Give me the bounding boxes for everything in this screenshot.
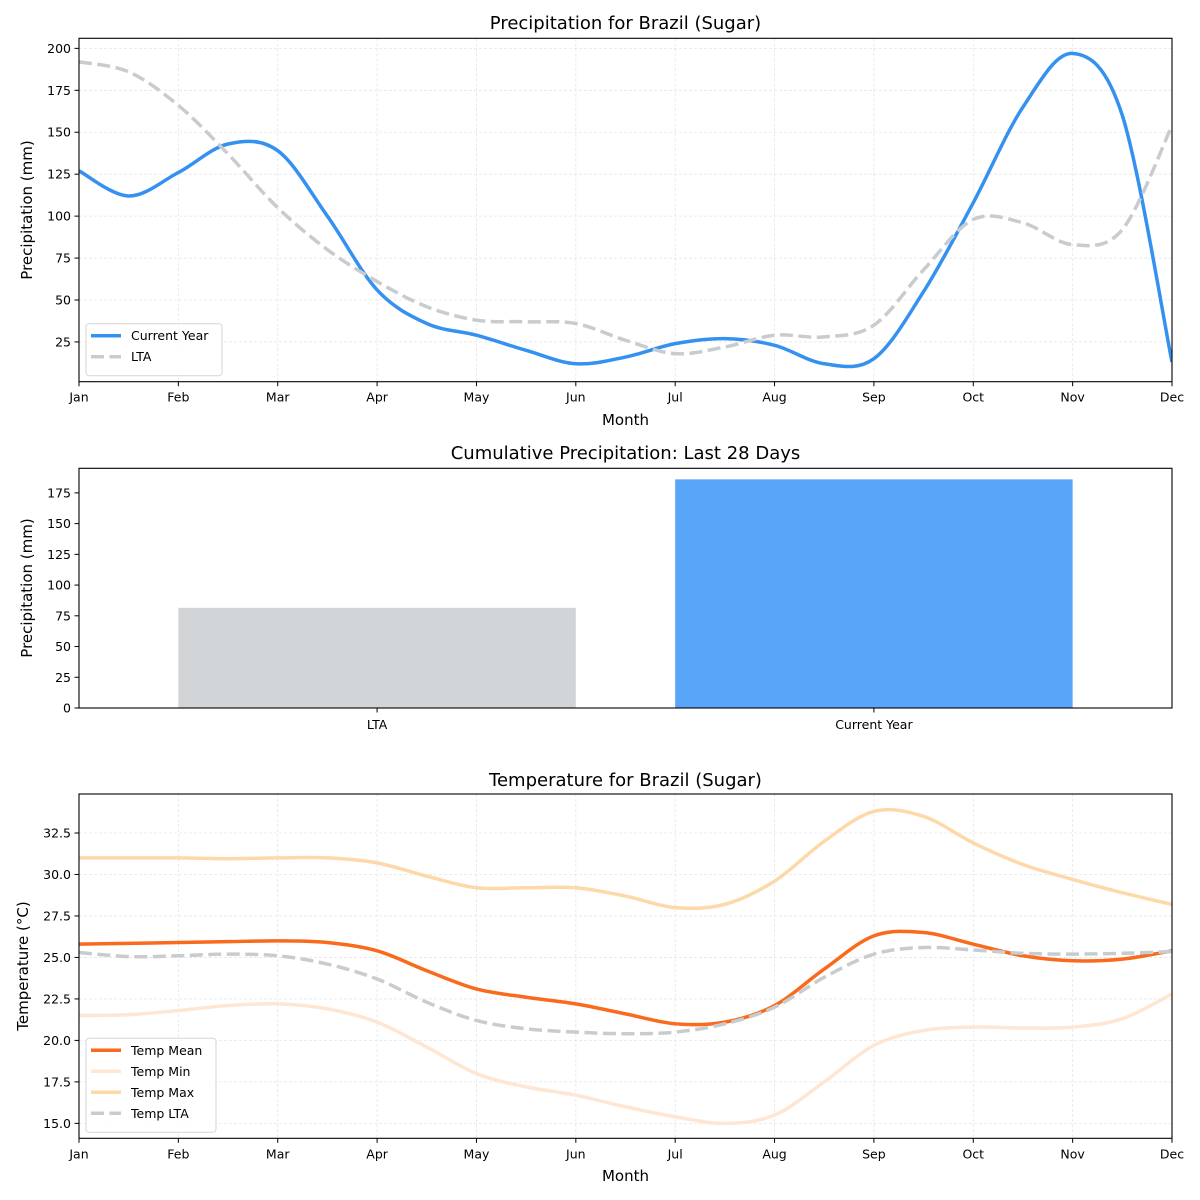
- y-tick-label: 17.5: [43, 1074, 71, 1089]
- bar-current-year: [675, 479, 1073, 708]
- cumulative-bar-chart: Cumulative Precipitation: Last 28 Days P…: [18, 443, 1173, 732]
- series-line-temp-mean: [79, 929, 1172, 1027]
- x-tick-label: Nov: [1060, 390, 1085, 405]
- y-tick-label: 32.5: [43, 825, 71, 840]
- x-tick-label: May: [464, 390, 490, 405]
- x-tick-label: Apr: [366, 390, 388, 405]
- legend-box: [85, 1037, 217, 1133]
- y-tick-label: 200: [47, 41, 71, 56]
- y-tick-label: 175: [47, 83, 71, 98]
- x-tick-label: Jun: [565, 390, 586, 405]
- y-tick-label: 100: [47, 578, 71, 593]
- legend-label: Current Year: [131, 328, 209, 343]
- x-tick-label: Jan: [68, 390, 88, 405]
- precipitation-line-chart: Precipitation for Brazil (Sugar) Month P…: [18, 13, 1184, 429]
- y-tick-label: 150: [47, 125, 71, 140]
- x-tick-label: Aug: [762, 390, 786, 405]
- y-tick-label: 30.0: [43, 867, 71, 882]
- plot-frame: [78, 37, 1173, 383]
- x-tick-label: LTA: [367, 717, 388, 732]
- x-tick-label: Mar: [266, 390, 290, 405]
- x-tick-label: Jan: [68, 1146, 88, 1161]
- y-tick-label: 150: [47, 516, 71, 531]
- y-tick-label: 15.0: [43, 1116, 71, 1131]
- x-tick-label: Mar: [266, 1146, 290, 1161]
- series-line-current-year: [79, 51, 1172, 369]
- legend-label: Temp Mean: [130, 1043, 202, 1058]
- y-axis-label: Precipitation (mm): [18, 518, 36, 657]
- series-line-temp-lta: [79, 945, 1172, 1036]
- chart-title: Precipitation for Brazil (Sugar): [490, 13, 761, 34]
- x-tick-label: Dec: [1160, 1146, 1184, 1161]
- x-tick-label: Feb: [167, 390, 189, 405]
- y-tick-label: 20.0: [43, 1033, 71, 1048]
- legend-label: LTA: [131, 349, 152, 364]
- x-tick-label: Oct: [962, 1146, 984, 1161]
- x-tick-label: Feb: [167, 1146, 189, 1161]
- y-tick-label: 50: [55, 293, 71, 308]
- x-axis-label: Month: [602, 411, 649, 429]
- chart-title: Cumulative Precipitation: Last 28 Days: [451, 443, 801, 464]
- legend: Current Year LTA: [85, 323, 223, 377]
- y-tick-label: 27.5: [43, 908, 71, 923]
- plot-frame: [78, 467, 1173, 709]
- x-tick-label: Jul: [667, 390, 683, 405]
- y-tick-label: 25: [55, 334, 71, 349]
- x-tick-label: Dec: [1160, 390, 1184, 405]
- series-line-temp-max: [79, 807, 1172, 911]
- y-tick-label: 25.0: [43, 950, 71, 965]
- legend-label: Temp LTA: [130, 1106, 189, 1121]
- y-axis-label: Precipitation (mm): [18, 140, 36, 279]
- plot-frame: [78, 793, 1173, 1139]
- x-tick-label: Oct: [962, 390, 984, 405]
- chart-title: Temperature for Brazil (Sugar): [488, 770, 762, 791]
- y-tick-label: 100: [47, 209, 71, 224]
- y-tick-label: 75: [55, 251, 71, 266]
- y-tick-label: 125: [47, 167, 71, 182]
- legend-label: Temp Max: [130, 1085, 194, 1100]
- x-tick-label: Sep: [862, 1146, 886, 1161]
- series-line-lta: [79, 60, 1172, 356]
- x-tick-label: Apr: [366, 1146, 388, 1161]
- y-tick-label: 175: [47, 485, 71, 500]
- x-tick-label: May: [464, 1146, 490, 1161]
- x-tick-label: Sep: [862, 390, 886, 405]
- bar-lta: [178, 607, 576, 708]
- temperature-line-chart: Temperature for Brazil (Sugar) Month Tem…: [14, 770, 1184, 1185]
- series-line-temp-min: [79, 992, 1172, 1126]
- legend: Temp Mean Temp Min Temp Max Temp LTA: [85, 1037, 217, 1133]
- y-tick-label: 22.5: [43, 991, 71, 1006]
- y-tick-label: 75: [55, 608, 71, 623]
- y-tick-label: 50: [55, 639, 71, 654]
- x-tick-label: Jun: [565, 1146, 586, 1161]
- y-tick-label: 25: [55, 670, 71, 685]
- y-axis-label: Temperature (°C): [14, 901, 32, 1031]
- x-tick-label: Jul: [667, 1146, 683, 1161]
- legend-label: Temp Min: [130, 1064, 190, 1079]
- x-axis-label: Month: [602, 1167, 649, 1185]
- x-tick-label: Aug: [762, 1146, 786, 1161]
- y-tick-label: 125: [47, 547, 71, 562]
- x-tick-label: Current Year: [835, 717, 913, 732]
- x-tick-label: Nov: [1060, 1146, 1085, 1161]
- y-tick-label: 0: [63, 701, 71, 716]
